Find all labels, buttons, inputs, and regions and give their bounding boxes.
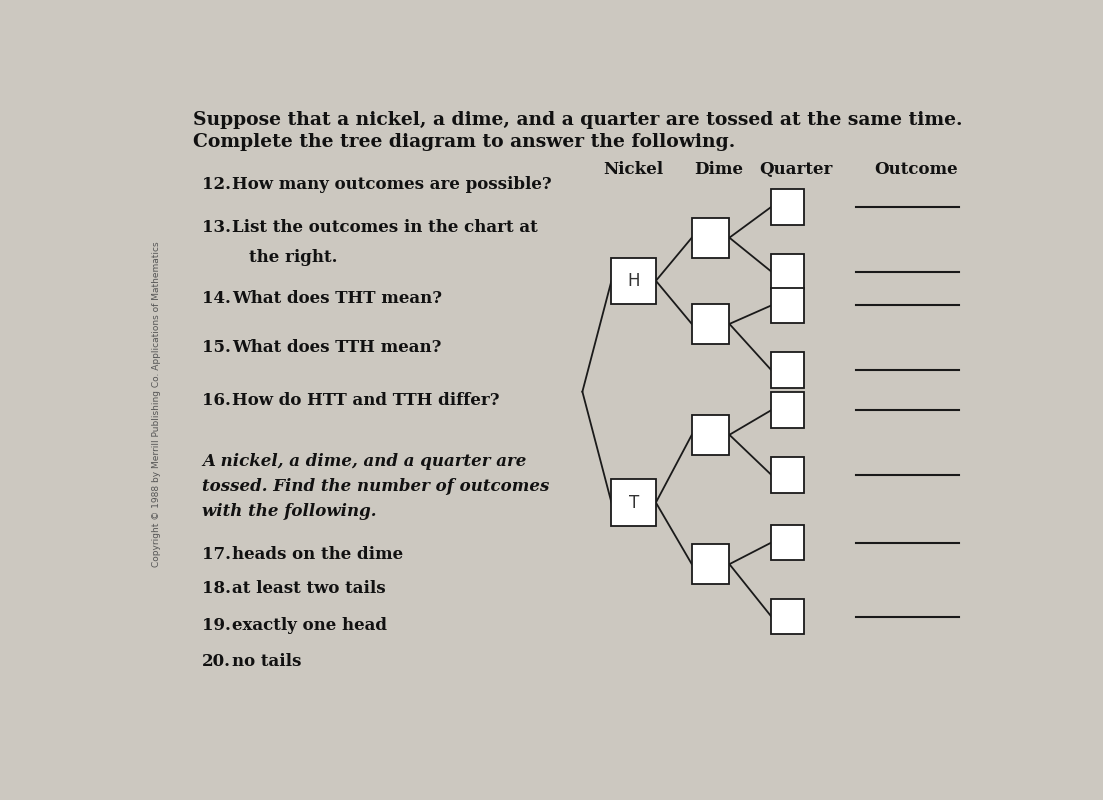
- Bar: [771, 287, 804, 323]
- Text: T: T: [629, 494, 639, 511]
- Bar: [771, 392, 804, 428]
- Bar: [611, 479, 656, 526]
- Bar: [771, 598, 804, 634]
- Bar: [771, 189, 804, 225]
- Bar: [771, 525, 804, 561]
- Bar: [771, 254, 804, 290]
- Bar: [692, 414, 729, 455]
- Text: 20.: 20.: [202, 654, 231, 670]
- Text: List the outcomes in the chart at: List the outcomes in the chart at: [232, 219, 537, 236]
- Text: A nickel, a dime, and a quarter are
tossed. Find the number of outcomes
with the: A nickel, a dime, and a quarter are toss…: [202, 454, 549, 520]
- Text: 18.: 18.: [202, 579, 231, 597]
- Text: 19.: 19.: [202, 617, 231, 634]
- Text: Complete the tree diagram to answer the following.: Complete the tree diagram to answer the …: [193, 133, 736, 151]
- Text: heads on the dime: heads on the dime: [232, 546, 403, 562]
- Text: How many outcomes are possible?: How many outcomes are possible?: [232, 176, 552, 193]
- Text: Copyright © 1988 by Merrill Publishing Co. Applications of Mathematics: Copyright © 1988 by Merrill Publishing C…: [152, 241, 161, 567]
- Bar: [771, 457, 804, 493]
- Text: H: H: [628, 272, 640, 290]
- Text: at least two tails: at least two tails: [232, 579, 386, 597]
- Text: 17.: 17.: [202, 546, 231, 562]
- Text: Outcome: Outcome: [874, 161, 957, 178]
- Bar: [692, 304, 729, 344]
- Text: Nickel: Nickel: [603, 161, 664, 178]
- Text: Dime: Dime: [695, 161, 743, 178]
- Text: Suppose that a nickel, a dime, and a quarter are tossed at the same time.: Suppose that a nickel, a dime, and a qua…: [193, 111, 963, 130]
- Bar: [692, 218, 729, 258]
- Text: What does THT mean?: What does THT mean?: [232, 290, 442, 307]
- Text: the right.: the right.: [249, 249, 338, 266]
- Text: What does TTH mean?: What does TTH mean?: [232, 339, 441, 356]
- Bar: [771, 352, 804, 388]
- Text: 13.: 13.: [202, 219, 231, 236]
- Text: 15.: 15.: [202, 339, 231, 356]
- Text: Quarter: Quarter: [759, 161, 833, 178]
- Text: How do HTT and TTH differ?: How do HTT and TTH differ?: [232, 392, 500, 409]
- Text: 12.: 12.: [202, 176, 231, 193]
- Bar: [611, 258, 656, 304]
- Text: 16.: 16.: [202, 392, 231, 409]
- Text: 14.: 14.: [202, 290, 231, 307]
- Bar: [692, 544, 729, 584]
- Text: no tails: no tails: [232, 654, 301, 670]
- Text: exactly one head: exactly one head: [232, 617, 387, 634]
